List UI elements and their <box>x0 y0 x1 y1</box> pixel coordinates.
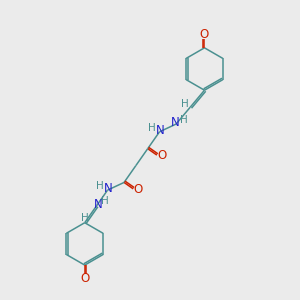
Text: H: H <box>100 196 108 206</box>
Text: O: O <box>200 28 209 41</box>
Text: O: O <box>80 272 89 285</box>
Text: N: N <box>156 124 164 137</box>
Text: H: H <box>81 213 88 223</box>
Text: N: N <box>94 198 102 211</box>
Text: O: O <box>134 183 143 196</box>
Text: H: H <box>96 181 104 191</box>
Text: H: H <box>148 123 156 133</box>
Text: H: H <box>180 115 187 125</box>
Text: N: N <box>104 182 112 196</box>
Text: O: O <box>157 149 167 162</box>
Text: N: N <box>171 116 180 129</box>
Text: H: H <box>181 99 189 109</box>
